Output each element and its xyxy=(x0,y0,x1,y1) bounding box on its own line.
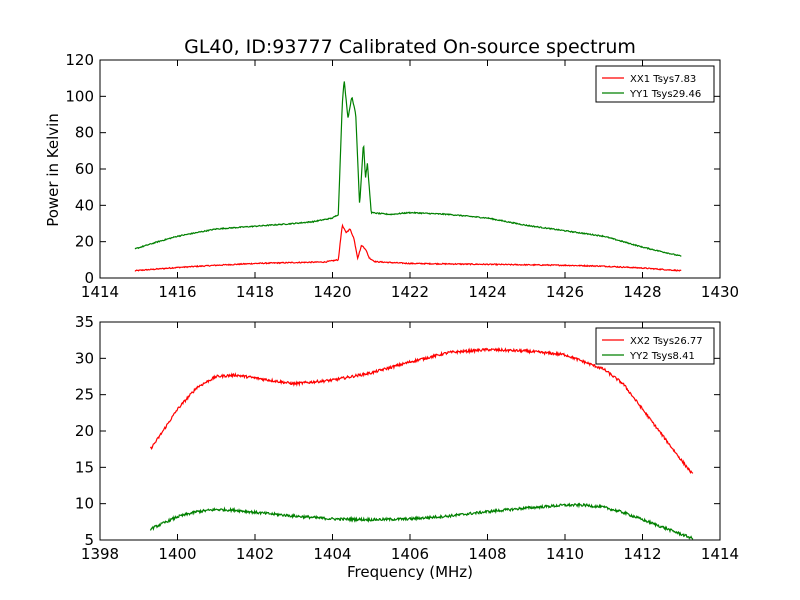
y-axis-label: Power in Kelvin xyxy=(44,113,62,227)
legend-entry: XX1 Tsys7.83 xyxy=(630,74,696,85)
y-tick-label: 15 xyxy=(75,458,94,476)
x-tick-label: 1404 xyxy=(313,545,351,563)
series-line-green xyxy=(134,81,682,257)
x-tick-label: 1410 xyxy=(546,545,584,563)
x-tick-label: 1414 xyxy=(81,283,119,301)
legend-box xyxy=(595,65,715,103)
x-tick-label: 1400 xyxy=(158,545,196,563)
x-tick-label: 1424 xyxy=(468,283,506,301)
series-line-red xyxy=(149,346,694,475)
x-tick-label: 1406 xyxy=(391,545,429,563)
x-tick-label: 1422 xyxy=(391,283,429,301)
y-tick-label: 10 xyxy=(75,495,94,513)
legend-entry: YY2 Tsys8.41 xyxy=(629,351,695,362)
y-tick-label: 25 xyxy=(75,386,94,404)
y-tick-label: 0 xyxy=(84,269,94,287)
series-line-red xyxy=(134,223,682,272)
y-tick-label: 35 xyxy=(75,313,94,331)
x-tick-label: 1430 xyxy=(701,283,739,301)
x-tick-label: 1418 xyxy=(236,283,274,301)
series-line-green xyxy=(149,502,694,540)
x-tick-label: 1402 xyxy=(236,545,274,563)
x-axis-label: Frequency (MHz) xyxy=(347,563,473,581)
y-tick-label: 120 xyxy=(65,51,94,69)
x-tick-label: 1408 xyxy=(468,545,506,563)
x-tick-label: 1420 xyxy=(313,283,351,301)
top-spectrum-panel: 1414 1416 1418 1420 1422 1424 1426 1428 1430 0 20 4… xyxy=(65,51,739,301)
x-tick-label: 1428 xyxy=(623,283,661,301)
y-tick-label: 5 xyxy=(84,531,94,549)
y-tick-label: 20 xyxy=(75,422,94,440)
x-tick-label: 1426 xyxy=(546,283,584,301)
y-tick-label: 40 xyxy=(75,196,94,214)
x-tick-label: 1414 xyxy=(701,545,739,563)
y-tick-label: 100 xyxy=(65,87,94,105)
x-tick-label: 1412 xyxy=(623,545,661,563)
bottom-spectrum-panel: 1398 1400 1402 1404 1406 1408 1410 1412 1414 5 10 1… xyxy=(75,313,739,563)
legend-entry: YY1 Tsys29.46 xyxy=(629,89,701,100)
x-tick-label: 1398 xyxy=(81,545,119,563)
x-tick-label: 1416 xyxy=(158,283,196,301)
y-tick-label: 30 xyxy=(75,349,94,367)
legend-entry: XX2 Tsys26.77 xyxy=(630,336,703,347)
y-tick-label: 20 xyxy=(75,233,94,251)
chart-title: GL40, ID:93777 Calibrated On-source spec… xyxy=(184,36,636,58)
y-tick-label: 60 xyxy=(75,160,94,178)
legend-box xyxy=(595,327,715,365)
y-tick-label: 80 xyxy=(75,124,94,142)
